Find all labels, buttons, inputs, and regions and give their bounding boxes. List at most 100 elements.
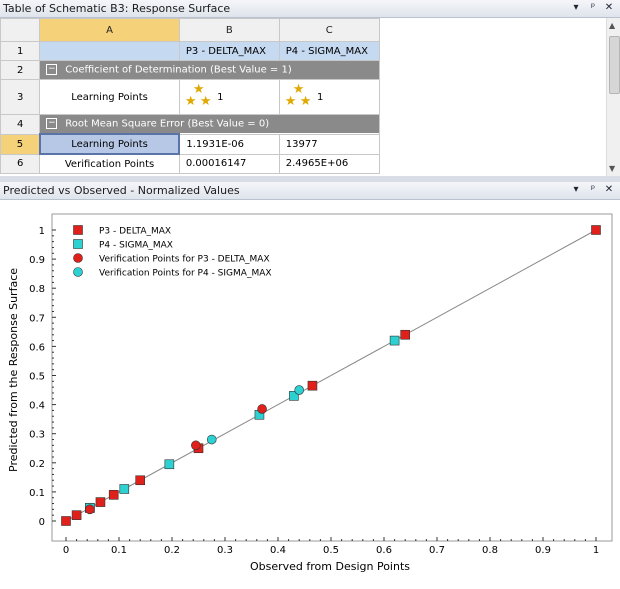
table-cell[interactable]: 2.4965E+06 (278, 153, 380, 174)
scroll-down-icon[interactable]: ▼ (609, 164, 616, 173)
table-cell-label[interactable]: Learning Points (39, 79, 180, 115)
column-header-a[interactable]: A (39, 18, 180, 42)
three-stars-icon: ★ ★ ★ (184, 82, 212, 109)
scrollbar-thumb[interactable] (609, 36, 620, 94)
header-cell-p3[interactable]: P3 - DELTA_MAX (178, 41, 280, 61)
data-point-series-1 (400, 329, 411, 340)
data-point-series-1 (71, 510, 82, 520)
pin-icon[interactable]: ᵖ (590, 184, 596, 195)
scatter-chart[interactable]: 0 0.1 0.2 0.3 0.4 0.5 0.6 0.7 0.8 0.9 1 0 0.1 0.2 0.3 0… (0, 200, 620, 586)
legend-marker (73, 253, 83, 263)
x-axis-label: Observed from Design Points (250, 560, 410, 573)
x-tick-label: 0.5 (323, 545, 339, 556)
legend-marker (73, 239, 83, 249)
y-tick-label: 0.2 (29, 459, 45, 470)
header-cell-p4[interactable]: P4 - SIGMA_MAX (278, 41, 380, 61)
x-tick-label: 0.8 (482, 545, 498, 556)
x-tick-label: 0.1 (111, 545, 127, 556)
corner-cell[interactable] (0, 18, 41, 42)
table-cell[interactable] (39, 41, 180, 61)
legend-label: P4 - SIGMA_MAX (99, 241, 173, 251)
legend-label: Verification Points for P3 - DELTA_MAX (99, 255, 270, 265)
y-tick-label: 0.4 (29, 401, 45, 412)
y-tick-label: 0.1 (29, 488, 45, 499)
legend-marker (73, 225, 83, 235)
group-label: Coefficient of Determination (Best Value… (65, 64, 292, 76)
y-tick-label: 0.5 (29, 372, 45, 383)
scroll-up-icon[interactable]: ▲ (609, 21, 616, 30)
chevron-down-icon[interactable]: ▾ (573, 184, 579, 195)
table-cell[interactable]: 1.1931E-06 (178, 133, 280, 155)
table-cell[interactable]: 0.00016147 (178, 153, 280, 174)
y-tick-label: 0 (39, 517, 45, 528)
data-point-series-4 (206, 434, 217, 445)
row-number[interactable]: 5 (0, 133, 41, 155)
rating-value: 1 (316, 92, 324, 103)
results-table: A B C 1 P3 - DELTA_MAX P4 - SIGMA_MAX 2 … (0, 18, 606, 176)
table-cell-label-selected[interactable]: Learning Points (38, 133, 181, 155)
row-number[interactable]: 2 (0, 60, 41, 80)
plot-frame (51, 213, 613, 542)
y-tick-label: 1 (39, 226, 45, 237)
axes: 0 0.1 0.2 0.3 0.4 0.5 0.6 0.7 0.8 0.9 1 0 0.1 0.2 0.3 0… (29, 226, 599, 556)
x-tick-label: 0.3 (217, 545, 233, 556)
legend-label: P3 - DELTA_MAX (99, 227, 171, 237)
identity-line (65, 229, 597, 522)
collapse-icon[interactable]: − (46, 118, 58, 130)
y-tick-label: 0.6 (29, 342, 45, 353)
close-icon[interactable]: ✕ (604, 2, 614, 13)
results-grid: A B C 1 P3 - DELTA_MAX P4 - SIGMA_MAX 2 … (0, 18, 606, 174)
pin-icon[interactable]: ᵖ (590, 2, 596, 13)
group-label: Root Mean Square Error (Best Value = 0) (65, 118, 270, 130)
y-tick-label: 0.7 (29, 313, 45, 324)
data-point-series-2 (289, 391, 299, 401)
legend-marker (73, 267, 83, 277)
close-icon[interactable]: ✕ (604, 184, 614, 195)
row-number[interactable]: 4 (0, 114, 41, 135)
chart-panel-title: Predicted vs Observed - Normalized Value… (3, 184, 240, 197)
data-point-series-1 (135, 475, 145, 486)
legend-label: Verification Points for P4 - SIGMA_MAX (99, 269, 272, 279)
chevron-down-icon[interactable]: ▾ (573, 2, 579, 13)
table-panel-header: Table of Schematic B3: Response Surface … (0, 0, 620, 18)
column-header-c[interactable]: C (278, 18, 380, 42)
row-number[interactable]: 6 (0, 153, 41, 174)
column-header-b[interactable]: B (178, 18, 280, 42)
group-row-coefficient[interactable]: − Coefficient of Determination (Best Valu… (39, 60, 380, 80)
data-point-series-1 (108, 490, 119, 500)
x-tick-label: 1 (593, 545, 599, 556)
data-point-series-3 (85, 504, 95, 515)
data-point-series-1 (95, 497, 106, 507)
table-scrollbar[interactable]: ▲ ▼ (606, 18, 620, 176)
data-point-series-1 (61, 516, 71, 526)
y-tick-label: 0.9 (29, 255, 45, 266)
rating-cell-p3[interactable]: ★ ★ ★ 1 (178, 79, 280, 115)
table-cell[interactable]: 13977 (278, 133, 380, 155)
x-tick-label: 0.6 (376, 545, 392, 556)
row-number[interactable]: 1 (0, 41, 41, 61)
data-point-series-3 (257, 404, 267, 414)
table-panel-title: Table of Schematic B3: Response Surface (3, 2, 231, 15)
x-tick-label: 0.7 (429, 545, 445, 556)
data-point-series-2 (119, 484, 130, 494)
legend: P3 - DELTA_MAX P4 - SIGMA_MAX Verification… (73, 225, 272, 279)
data-point-series-4 (294, 385, 305, 395)
x-tick-label: 0.4 (270, 545, 286, 556)
x-tick-label: 0.2 (164, 545, 180, 556)
data-point-series-1 (307, 380, 318, 391)
group-row-rmse[interactable]: − Root Mean Square Error (Best Value = 0) (39, 114, 380, 135)
three-stars-icon: ★ ★ ★ (284, 82, 312, 109)
table-cell-label[interactable]: Verification Points (39, 153, 180, 174)
y-tick-label: 0.3 (29, 430, 45, 441)
rating-value: 1 (217, 92, 224, 103)
rating-cell-p4[interactable]: ★ ★ ★ 1 (278, 79, 380, 115)
data-point-series-1 (591, 225, 601, 235)
collapse-icon[interactable]: − (46, 64, 58, 76)
data-points (61, 225, 601, 526)
data-point-series-2 (164, 459, 175, 470)
panel-splitter[interactable] (0, 176, 620, 182)
data-point-series-2 (389, 335, 400, 346)
chart-panel-header: Predicted vs Observed - Normalized Value… (0, 182, 620, 200)
y-axis-label: Predicted from the Response Surface (7, 268, 20, 472)
row-number[interactable]: 3 (0, 79, 41, 115)
